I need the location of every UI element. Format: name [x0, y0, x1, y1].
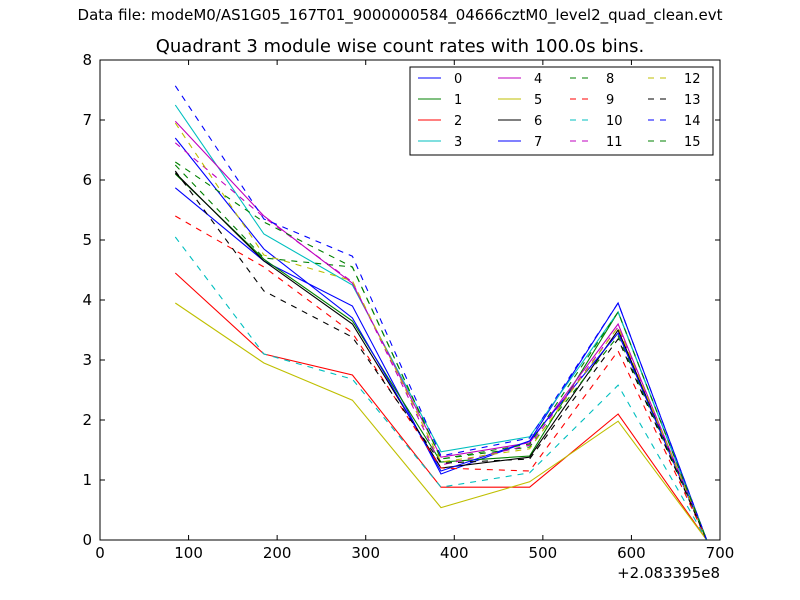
series-line-13 [174, 170, 708, 541]
series-line-14 [174, 85, 708, 541]
legend-label-4: 4 [534, 72, 542, 87]
x-tick-label: 600 [617, 544, 646, 562]
x-tick-label: 400 [440, 544, 469, 562]
legend-label-11: 11 [606, 135, 623, 150]
series-line-3 [174, 104, 708, 541]
legend-label-10: 10 [606, 114, 623, 129]
series-line-4 [174, 120, 708, 541]
y-tick-label: 0 [82, 531, 92, 549]
x-tick-label: 500 [529, 544, 558, 562]
legend-label-2: 2 [454, 114, 462, 129]
plot-frame-border [99, 59, 721, 541]
y-tick-label: 6 [82, 171, 92, 189]
chart-title: Quadrant 3 module wise count rates with … [155, 36, 645, 57]
legend-label-15: 15 [684, 135, 701, 150]
y-tick-label: 2 [82, 411, 92, 429]
legend-box [409, 66, 714, 156]
x-tick-label: 0 [95, 544, 105, 562]
suptitle: Data file: modeM0/AS1G05_167T01_90000005… [77, 6, 723, 24]
series-line-10 [174, 236, 708, 541]
y-tick-label: 8 [82, 51, 92, 69]
y-tick-label: 1 [82, 471, 92, 489]
x-tick-label: 700 [706, 544, 735, 562]
series-line-5 [174, 302, 708, 541]
series-layer [174, 85, 708, 541]
legend-label-13: 13 [684, 93, 701, 108]
legend-label-12: 12 [684, 72, 701, 87]
x-tick-label: 100 [174, 544, 203, 562]
legend-label-9: 9 [606, 93, 614, 108]
x-offset-label: +2.083395e8 [617, 564, 720, 582]
series-line-9 [175, 215, 708, 541]
legend-label-3: 3 [454, 135, 462, 150]
y-tick-label: 5 [82, 231, 92, 249]
y-tick-label: 4 [82, 291, 92, 309]
series-line-8 [174, 164, 708, 541]
y-tick-label: 3 [82, 351, 92, 369]
y-tick-label: 7 [82, 111, 92, 129]
legend-label-14: 14 [684, 114, 701, 129]
x-tick-label: 200 [263, 544, 292, 562]
legend-label-6: 6 [534, 114, 542, 129]
series-line-12 [174, 122, 708, 541]
legend-label-1: 1 [454, 93, 462, 108]
legend-label-7: 7 [534, 135, 542, 150]
x-tick-label: 300 [351, 544, 380, 562]
series-line-7 [174, 137, 708, 541]
legend-label-0: 0 [454, 72, 462, 87]
legend-label-8: 8 [606, 72, 614, 87]
legend-label-5: 5 [534, 93, 542, 108]
